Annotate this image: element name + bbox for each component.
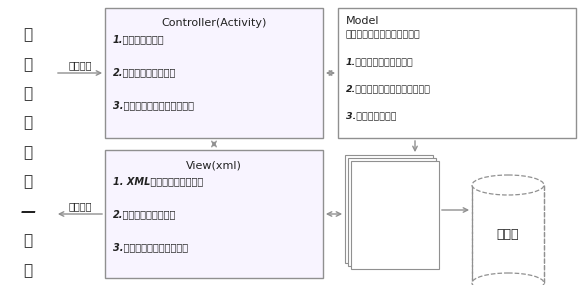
Text: 返回请求: 返回请求 (68, 201, 92, 211)
Text: 2.血痕经过时间分析模型分配器: 2.血痕经过时间分析模型分配器 (346, 84, 431, 93)
Text: Controller(Activity): Controller(Activity) (161, 18, 267, 28)
Text: View(xml): View(xml) (186, 160, 242, 170)
Ellipse shape (472, 175, 544, 195)
Text: 端: 端 (23, 115, 33, 131)
Text: Model: Model (346, 16, 380, 26)
Text: 终端设备上: 终端设备上 (377, 200, 407, 210)
Ellipse shape (472, 273, 544, 285)
Text: 手: 手 (23, 233, 33, 248)
Text: 备: 备 (23, 174, 33, 190)
Text: 设: 设 (23, 145, 33, 160)
Text: 的血痕图片: 的血痕图片 (377, 214, 407, 224)
Text: 3.调用视图来完成时间的分析: 3.调用视图来完成时间的分析 (113, 100, 194, 110)
Bar (338, 8, 576, 138)
Text: —: — (20, 204, 36, 219)
Text: 1.血痕经过时间分析模型: 1.血痕经过时间分析模型 (346, 57, 414, 66)
Bar (105, 8, 323, 138)
Bar (472, 185, 544, 283)
Text: 移: 移 (23, 27, 33, 42)
Text: 1.接受使用者输入: 1.接受使用者输入 (113, 34, 164, 44)
Bar (351, 161, 439, 269)
Bar (348, 158, 436, 266)
Text: 2.映射血痕模型的改变: 2.映射血痕模型的改变 (113, 67, 176, 77)
Text: 血痕相关模型的定义，包括：: 血痕相关模型的定义，包括： (346, 30, 421, 39)
Text: 3.血痕像素提取机: 3.血痕像素提取机 (346, 111, 397, 120)
Text: 1. XML文件进行界面的描述: 1. XML文件进行界面的描述 (113, 176, 203, 186)
Text: 动: 动 (23, 57, 33, 72)
Text: 3.供视图来完成时间的分析: 3.供视图来完成时间的分析 (113, 242, 188, 252)
Text: 数据库: 数据库 (497, 227, 519, 241)
Text: 机: 机 (23, 263, 33, 278)
Text: 2.数据格式化输出展示: 2.数据格式化输出展示 (113, 209, 176, 219)
Text: 终: 终 (23, 86, 33, 101)
Bar (345, 155, 433, 263)
Bar (105, 150, 323, 278)
Text: 应用请求: 应用请求 (68, 60, 92, 70)
